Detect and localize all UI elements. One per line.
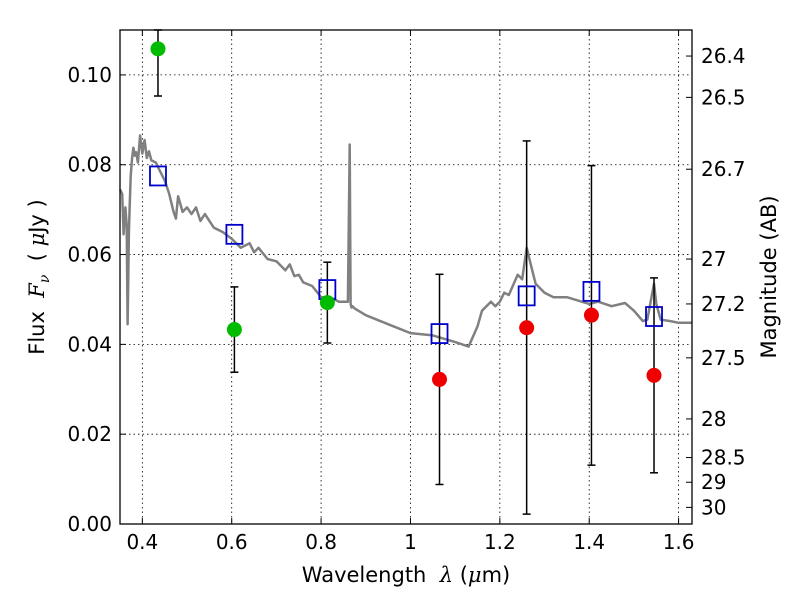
y2-tick-label: 26.5	[701, 85, 746, 109]
x-tick-label: 0.8	[305, 530, 337, 554]
y-tick-label: 0.08	[67, 153, 112, 177]
x-axis-title: Wavelength λ (μm)	[302, 563, 510, 587]
y2-tick-label: 26.7	[701, 157, 746, 181]
y2-tick-label: 26.4	[701, 44, 746, 68]
y2-tick-label: 30	[701, 495, 726, 519]
model-square-point	[645, 306, 663, 327]
y2-tick-label: 29	[701, 470, 726, 494]
x-tick-label: 0.6	[216, 530, 248, 554]
y2-tick-label: 27.2	[701, 292, 746, 316]
template-spectrum-layer	[118, 134, 692, 348]
gridlines	[120, 30, 692, 525]
x-tick-label: 1	[404, 530, 417, 554]
x-tick-label: 1.4	[573, 530, 605, 554]
y-tick-label: 0.04	[67, 332, 112, 356]
observed-circle-point	[432, 371, 448, 387]
model-square-point	[517, 285, 536, 307]
y2-tick-label: 27	[701, 247, 726, 271]
observed-circle-point	[226, 322, 242, 338]
observed-circle-point	[319, 295, 335, 311]
x-tick-label: 1.6	[663, 530, 695, 554]
model-square-point	[430, 323, 449, 344]
y2-tick-label: 27.5	[701, 346, 746, 370]
markers-layer	[149, 41, 663, 387]
observed-circle-point	[150, 41, 166, 57]
y2-tick-label: 28	[701, 407, 726, 431]
observed-circle-point	[583, 307, 599, 323]
observed-circle-point	[646, 367, 662, 383]
y-tick-label: 0.00	[67, 512, 112, 536]
template-spectrum-line	[118, 134, 692, 348]
observed-circle-point	[519, 320, 535, 336]
y-axis-title: Flux Fν ( μJy )	[25, 199, 53, 354]
y-tick-label: 0.06	[67, 243, 112, 267]
y2-tick-label: 28.5	[701, 446, 746, 470]
model-square-point	[582, 280, 601, 302]
model-square-point	[225, 223, 244, 245]
x-tick-label: 0.4	[126, 530, 158, 554]
x-tick-label: 1.2	[484, 530, 516, 554]
plot-frame	[119, 29, 693, 525]
y2-axis-title: Magnitude (AB)	[757, 195, 781, 358]
y-tick-label: 0.10	[67, 63, 112, 87]
model-square-point	[149, 165, 167, 187]
errorbars-layer	[153, 29, 659, 515]
y-ticks: 0.00 0.02 0.04 0.06 0.08 0.10	[67, 63, 126, 536]
y-tick-label: 0.02	[67, 422, 112, 446]
x-ticks: 0.4 0.6 0.8 1 1.2 1.4 1.6	[126, 30, 695, 554]
